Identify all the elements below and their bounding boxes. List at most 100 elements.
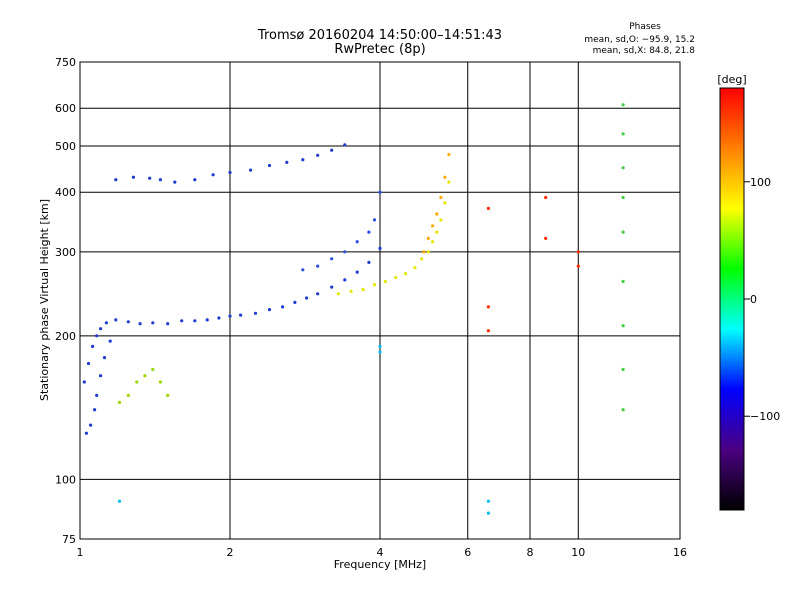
data-point (114, 178, 118, 182)
data-point (403, 272, 408, 276)
data-point (126, 393, 130, 397)
data-point (301, 268, 305, 272)
data-point (158, 380, 162, 384)
x-tick-label: 6 (464, 546, 471, 559)
y-tick-label: 600 (55, 102, 76, 115)
data-point (343, 250, 347, 254)
data-point (301, 158, 305, 162)
colorbar (719, 87, 745, 511)
x-tick-label: 2 (227, 546, 234, 559)
data-point (378, 344, 382, 348)
x-tick-label: 4 (377, 546, 384, 559)
data-point (95, 334, 99, 338)
x-axis-ticks: 1 2 4 6 8 10 16 (77, 546, 688, 559)
data-point (228, 314, 232, 318)
data-point (431, 240, 435, 244)
data-point (316, 292, 320, 296)
data-point (99, 327, 103, 331)
data-point (108, 339, 112, 343)
phase-stats-x: mean, sd,X: 84.8, 21.8 (593, 46, 696, 56)
data-point (228, 170, 232, 175)
phase-stats-heading: Phases (629, 22, 661, 32)
data-point (104, 321, 108, 325)
y-tick-label: 200 (55, 330, 76, 343)
data-point (439, 218, 443, 222)
colorbar-ticks: 100 0 −100 (744, 176, 780, 423)
data-point (447, 152, 451, 157)
data-point (621, 195, 625, 200)
chart-title: Tromsø 20160204 14:50:00–14:51:43 (257, 28, 502, 43)
data-point (239, 313, 243, 317)
data-point (99, 374, 103, 378)
data-point (151, 321, 155, 325)
y-tick-label: 300 (55, 246, 76, 259)
data-point (378, 350, 382, 354)
data-point (394, 275, 398, 280)
data-point (117, 400, 122, 404)
data-point (316, 153, 320, 157)
data-point (367, 230, 371, 234)
data-point (367, 260, 371, 264)
data-point (330, 285, 334, 289)
data-point (114, 318, 118, 322)
data-point (316, 264, 320, 268)
data-point (330, 148, 334, 152)
data-point (435, 230, 439, 234)
data-points (82, 103, 625, 515)
y-axis-ticks: 75 100 200 300 400 500 600 750 (55, 56, 76, 546)
data-point (343, 278, 347, 282)
data-point (355, 240, 359, 244)
data-point (486, 329, 490, 333)
colorbar-tick-label: −100 (750, 410, 780, 423)
x-axis-label: Frequency [MHz] (334, 558, 426, 571)
data-point (621, 230, 625, 234)
data-point (378, 246, 382, 250)
data-point (89, 423, 93, 427)
data-point (621, 324, 625, 328)
data-point (166, 322, 170, 326)
data-point (148, 176, 152, 180)
data-point (372, 218, 377, 222)
data-point (217, 316, 221, 320)
data-point (91, 344, 95, 348)
y-axis-label: Stationary phase Virtual Height [km] (38, 199, 51, 401)
data-point (383, 279, 387, 284)
colorbar-tick-label: 100 (750, 176, 771, 189)
data-point (378, 190, 382, 194)
y-tick-label: 75 (62, 533, 76, 546)
data-point (166, 393, 170, 397)
data-point (413, 266, 417, 270)
data-point (102, 356, 107, 360)
y-tick-label: 500 (55, 140, 76, 153)
data-point (93, 408, 97, 412)
data-point (361, 288, 365, 292)
chart-subtitle: RwPretec (8p) (334, 42, 425, 57)
data-point (443, 201, 447, 205)
data-point (117, 499, 122, 503)
data-point (486, 511, 490, 515)
colorbar-tick-label: 0 (750, 293, 757, 306)
data-point (447, 180, 451, 184)
data-point (355, 270, 359, 274)
data-point (95, 393, 99, 397)
data-point (158, 178, 162, 182)
data-point (211, 173, 215, 177)
data-point (143, 374, 147, 378)
data-point (180, 319, 184, 323)
data-point (420, 257, 424, 261)
data-point (621, 103, 625, 107)
data-point (249, 168, 253, 172)
data-point (253, 311, 258, 315)
data-point (305, 296, 309, 300)
x-tick-label: 10 (571, 546, 585, 559)
data-point (349, 289, 353, 293)
data-point (281, 305, 285, 309)
grid-lines (79, 61, 681, 540)
x-tick-label: 1 (77, 546, 84, 559)
data-point (267, 308, 272, 312)
data-point (285, 160, 289, 164)
data-point (621, 279, 625, 284)
data-point (439, 195, 443, 200)
data-point (84, 431, 88, 435)
data-point (82, 380, 86, 384)
